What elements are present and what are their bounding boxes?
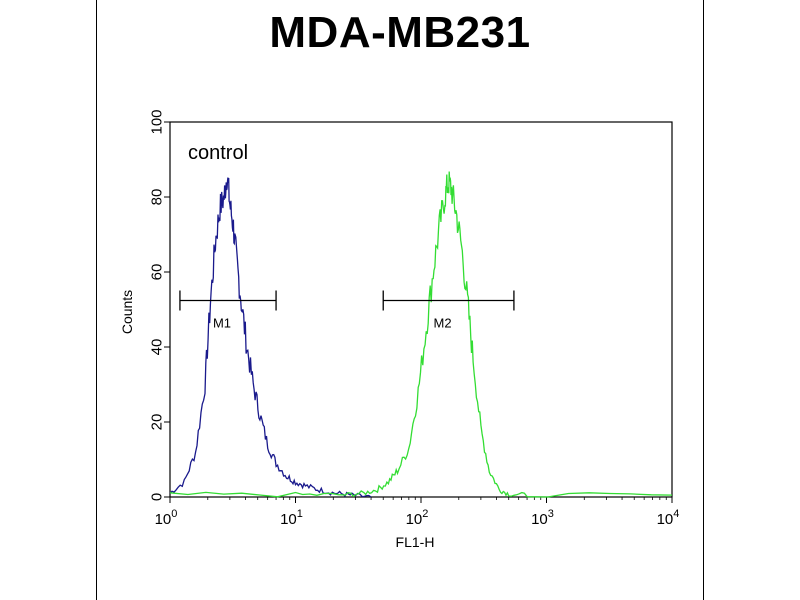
x-tick-label: 102 xyxy=(406,508,429,528)
chart-title: MDA-MB231 xyxy=(269,8,531,57)
marker-layer: M1 M2 xyxy=(179,290,515,331)
y-tick-label: 80 xyxy=(148,189,165,206)
marker-label: M2 xyxy=(434,316,452,331)
y-tick-label: 40 xyxy=(148,339,165,356)
y-tick-label: 20 xyxy=(148,414,165,431)
x-tick-label: 104 xyxy=(657,508,680,528)
y-axis-label: Counts xyxy=(119,290,135,334)
x-tick-label: 103 xyxy=(531,508,554,528)
plot-box xyxy=(169,121,673,498)
x-tick-label: 101 xyxy=(280,508,303,528)
figure-frame xyxy=(96,0,704,600)
series-line-0 xyxy=(169,177,372,498)
marker-label: M1 xyxy=(213,316,231,331)
y-tick-label: 100 xyxy=(148,109,165,134)
x-tick-label: 100 xyxy=(155,508,178,528)
control-label: control xyxy=(188,142,248,164)
y-tick-label: 0 xyxy=(148,493,165,501)
y-tick-label: 60 xyxy=(148,264,165,281)
x-axis-label: FL1-H xyxy=(396,534,435,550)
plot-axes: 0 20 40 60 80 100 100 101 102 103 104 xyxy=(148,109,679,528)
series-layer xyxy=(169,171,673,498)
series-line-1 xyxy=(169,171,673,498)
